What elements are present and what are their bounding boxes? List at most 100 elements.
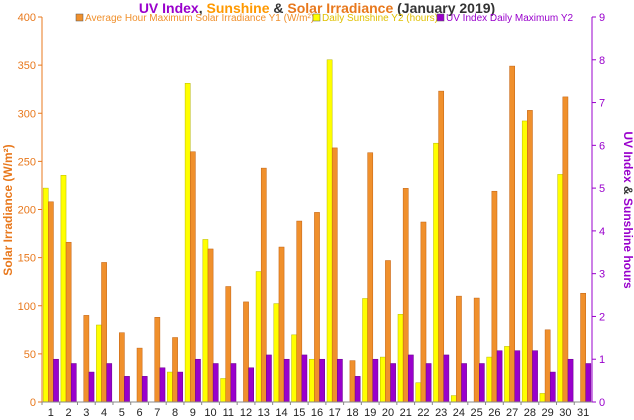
uv-bar: [88, 371, 95, 403]
uv-bar: [532, 350, 538, 403]
x-tick-label: 22: [417, 407, 429, 419]
right-tick-label: 1: [599, 354, 605, 366]
x-tick-label: 14: [275, 407, 287, 419]
chart-legend: Average Hour Maximum Solar Irradiance Y1…: [75, 13, 574, 24]
sunshine-bar: [255, 271, 262, 403]
irradiance-bar: [367, 152, 374, 403]
irradiance-bar: [278, 246, 285, 403]
right-axis-title-part: &: [621, 183, 634, 198]
sunshine-bar: [96, 324, 102, 403]
x-tick-label: 13: [258, 407, 270, 419]
sunshine-bar: [273, 303, 280, 403]
x-tick-label: 19: [364, 407, 376, 419]
left-axis-ticks: 0 50 100 150 200 250 300 350 400: [18, 12, 42, 409]
irradiance-bar: [65, 241, 72, 403]
sunshine-bar: [450, 395, 457, 403]
x-tick-label: 4: [101, 407, 107, 419]
right-tick-label: 6: [599, 140, 605, 152]
uv-bar: [390, 363, 396, 403]
uv-bar: [124, 376, 130, 403]
uv-bar: [141, 376, 148, 403]
x-tick-label: 23: [435, 407, 447, 419]
right-axis-ticks: 0 1 2 3 4 5 6 7 8 9: [592, 12, 605, 409]
x-tick-label: 8: [172, 407, 178, 419]
irradiance-bar: [101, 262, 107, 403]
irradiance-bar: [119, 332, 125, 403]
sunshine-bar: [220, 378, 226, 403]
uv-bar: [496, 350, 503, 403]
uv-bar: [70, 363, 77, 403]
left-tick-label: 200: [18, 205, 36, 217]
right-tick-label: 7: [599, 98, 605, 110]
irradiance-bar: [314, 212, 320, 403]
chart-title-part: Sunshine: [207, 0, 270, 16]
uv-bar: [177, 371, 184, 403]
uv-bar: [53, 358, 59, 403]
right-tick-label: 3: [599, 269, 605, 281]
sunshine-bar: [291, 334, 297, 403]
legend-swatch: [75, 13, 84, 22]
irradiance-bar: [225, 286, 232, 403]
irradiance-bar: [420, 221, 427, 403]
irradiance-bar: [83, 315, 90, 403]
sunshine-bar: [309, 358, 315, 403]
x-tick-label: 7: [154, 407, 160, 419]
irradiance-bar: [136, 347, 143, 403]
irradiance-bar: [527, 110, 533, 403]
left-tick-label: 100: [18, 301, 36, 313]
sunshine-bar: [202, 239, 209, 403]
left-axis-title: Solar Irradiance (W/m²): [1, 144, 15, 275]
uv-bar: [195, 358, 201, 403]
sunshine-bar: [397, 314, 404, 403]
x-tick-label: 11: [223, 407, 234, 419]
uv-bar: [514, 350, 521, 403]
chart-title-part: ,: [199, 0, 207, 16]
right-tick-label: 9: [599, 12, 605, 24]
chart-title: UV Index, Sunshine & Solar Irradiance (J…: [139, 0, 495, 16]
irradiance-bar: [491, 190, 498, 403]
sunshine-bar: [60, 175, 67, 403]
x-tick-label: 28: [524, 407, 536, 419]
uv-bar: [585, 363, 592, 403]
x-tick-label: 3: [83, 407, 89, 419]
x-tick-label: 20: [382, 407, 394, 419]
uv-bar: [461, 363, 467, 403]
irradiance-bar: [260, 167, 267, 403]
sunshine-bar: [539, 393, 546, 403]
left-tick-label: 50: [24, 349, 36, 361]
sunshine-bar: [486, 356, 493, 403]
irradiance-bar: [438, 90, 445, 403]
left-tick-label: 150: [18, 253, 36, 265]
uv-bar: [301, 354, 308, 403]
right-tick-label: 5: [599, 183, 605, 195]
left-tick-label: 0: [30, 397, 36, 409]
x-tick-label: 15: [293, 407, 305, 419]
x-tick-label: 21: [400, 407, 412, 419]
right-axis-title-part: UV Index: [621, 131, 634, 183]
sunshine-bar: [521, 120, 528, 403]
irradiance-bar: [331, 147, 338, 403]
x-axis-ticks: 1 2 3 4 5 6 7 8 9 10 11 12 13 14 15 16 17 18 19 20 21 22 23 24 2…: [41, 402, 589, 419]
irradiance-bar: [296, 220, 303, 403]
uv-bar: [337, 358, 343, 403]
sunshine-bar: [362, 298, 368, 403]
irradiance-bar: [207, 248, 214, 403]
irradiance-bar: [243, 301, 249, 403]
x-tick-label: 26: [488, 407, 500, 419]
uv-bar: [319, 358, 325, 403]
uv-bar: [266, 354, 272, 403]
legend-swatch: [312, 13, 321, 22]
left-tick-label: 350: [18, 60, 36, 72]
x-tick-label: 9: [190, 407, 196, 419]
irradiance-bar: [509, 65, 515, 403]
right-tick-label: 0: [599, 397, 605, 409]
chart-title-text: UV Index, Sunshine & Solar Irradiance (J…: [139, 0, 495, 16]
chart-title-part: UV Index: [139, 0, 199, 16]
left-tick-label: 300: [18, 108, 36, 120]
uv-bar: [372, 358, 379, 403]
irradiance-bar: [544, 329, 551, 403]
irradiance-bar: [402, 188, 409, 403]
x-tick-label: 10: [204, 407, 216, 419]
x-tick-label: 29: [542, 407, 554, 419]
